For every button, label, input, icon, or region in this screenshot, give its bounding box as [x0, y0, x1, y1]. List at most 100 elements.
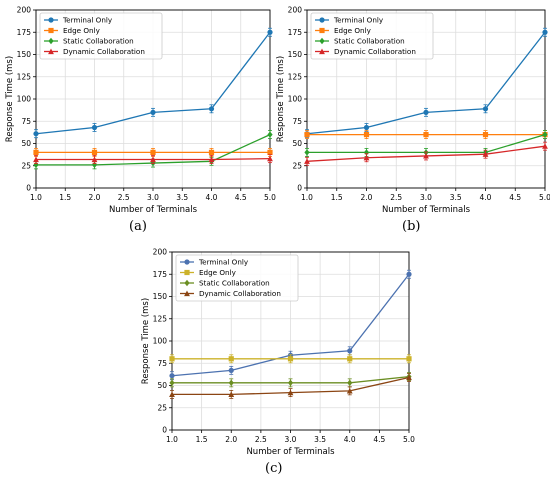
x-axis-label: Number of Terminals	[382, 205, 471, 215]
y-tick-label: 25	[21, 161, 31, 170]
data-point	[91, 149, 98, 155]
data-point	[542, 143, 548, 149]
x-tick-label: 1.0	[30, 193, 42, 202]
y-tick-label: 150	[17, 50, 32, 59]
y-tick-label: 50	[292, 139, 302, 148]
legend-marker	[319, 48, 325, 55]
y-tick-label: 0	[297, 184, 302, 193]
data-point	[482, 151, 489, 157]
data-point	[482, 106, 489, 112]
data-point	[423, 109, 429, 115]
x-tick-label: 4.0	[480, 193, 492, 202]
data-point	[267, 131, 273, 138]
legend-entry: Terminal Only	[62, 16, 113, 25]
legend-marker	[48, 27, 54, 34]
x-tick-label: 4.0	[206, 193, 218, 202]
x-tick-label: 1.0	[166, 435, 178, 444]
data-point	[406, 356, 412, 362]
data-point	[228, 356, 234, 362]
x-tick-label: 3.5	[450, 193, 462, 202]
x-tick-label: 4.5	[509, 193, 521, 202]
data-point	[267, 149, 273, 155]
panel-caption-b: (b)	[402, 219, 421, 234]
data-point	[423, 132, 429, 138]
x-tick-label: 2.5	[390, 193, 402, 202]
data-point	[169, 379, 175, 387]
series-dynamic-collaboration	[33, 154, 273, 164]
x-tick-label: 4.5	[373, 435, 385, 444]
y-tick-label: 50	[157, 381, 167, 390]
data-point	[208, 149, 215, 155]
series-dynamic-collaboration	[169, 373, 412, 399]
data-point	[304, 149, 310, 156]
y-tick-label: 200	[153, 248, 168, 257]
panel-caption-c: (c)	[265, 461, 283, 476]
plot-frame	[35, 9, 271, 189]
data-point	[287, 389, 294, 396]
data-point	[347, 379, 353, 387]
legend-marker	[319, 27, 325, 34]
y-tick-label: 25	[292, 161, 302, 170]
data-point	[208, 156, 215, 163]
data-point	[363, 154, 370, 161]
data-point	[267, 29, 273, 35]
legend-entry: Static Collaboration	[63, 37, 134, 46]
y-tick-label: 25	[157, 403, 167, 412]
x-tick-label: 3.0	[147, 193, 159, 202]
x-tick-label: 1.5	[59, 193, 71, 202]
x-tick-label: 5.0	[403, 435, 415, 444]
data-point	[150, 156, 156, 163]
y-tick-label: 150	[153, 292, 168, 301]
data-point	[406, 374, 412, 381]
data-point	[423, 152, 429, 159]
data-point	[346, 387, 353, 394]
data-point	[169, 391, 175, 397]
data-point	[347, 348, 353, 354]
legend-entry: Terminal Only	[333, 16, 384, 25]
y-tick-label: 50	[21, 139, 31, 148]
x-tick-label: 1.5	[331, 193, 343, 202]
legend-marker	[319, 17, 325, 23]
legend-box	[175, 254, 299, 302]
y-tick-label: 0	[26, 184, 31, 193]
chart-a: 1.0 1.5 2.0 2.5 3.0 3.5 4.0 4.5 5.0 0 25 50 75 100 125…	[5, 6, 276, 215]
data-point	[542, 131, 548, 138]
x-tick-label: 2.5	[255, 435, 267, 444]
data-point	[208, 106, 215, 112]
legend-entry: Static Collaboration	[199, 279, 270, 288]
y-tick-label: 175	[288, 28, 303, 37]
legend-marker	[184, 279, 190, 287]
series-static-collaboration	[169, 372, 412, 388]
legend-entry: Dynamic Collaboration	[334, 47, 416, 56]
y-axis-label: Response Time (ms)	[276, 56, 286, 142]
series-dynamic-collaboration	[304, 141, 548, 166]
legend-entry: Edge Only	[63, 26, 101, 35]
y-tick-label: 100	[153, 337, 168, 346]
data-point	[169, 356, 175, 362]
legend-entry: Edge Only	[334, 26, 372, 35]
legend-entry: Static Collaboration	[334, 37, 405, 46]
data-point	[363, 149, 370, 156]
data-point	[150, 149, 156, 155]
data-point	[347, 356, 353, 362]
x-tick-label: 1.0	[301, 193, 313, 202]
legend-entry: Dynamic Collaboration	[63, 47, 145, 56]
panel-caption-a: (a)	[129, 219, 147, 234]
data-point	[304, 158, 310, 164]
y-tick-label: 0	[162, 426, 167, 435]
data-point	[482, 132, 489, 138]
legend-box	[39, 12, 163, 60]
x-tick-label: 3.0	[285, 435, 297, 444]
legend-box	[310, 12, 434, 60]
data-point	[33, 131, 39, 137]
legend-marker	[48, 37, 54, 45]
x-tick-label: 4.5	[235, 193, 247, 202]
data-point	[287, 356, 294, 362]
legend-marker	[184, 290, 190, 297]
data-point	[33, 149, 39, 155]
legend-marker	[184, 269, 190, 276]
y-tick-label: 75	[157, 359, 167, 368]
data-point	[228, 391, 235, 397]
x-tick-label: 3.5	[314, 435, 326, 444]
